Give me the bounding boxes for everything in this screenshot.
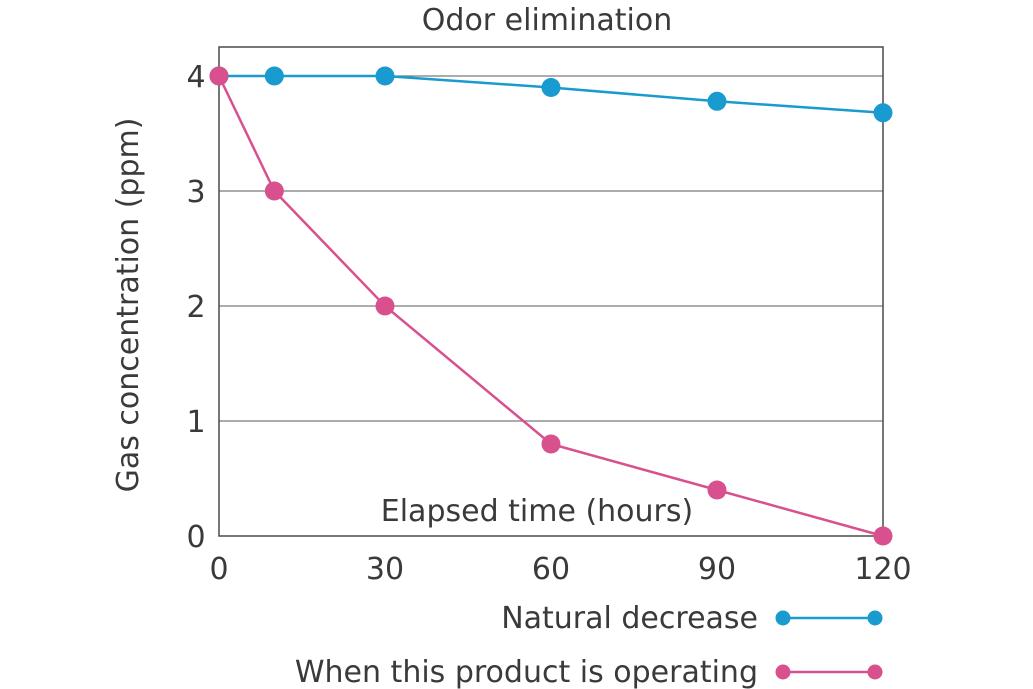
series-line-2	[217, 75, 884, 538]
x-tick-label-30: 30	[366, 552, 404, 587]
y-tick-label-2: 2	[186, 290, 205, 325]
x-tick-label-120: 120	[854, 552, 911, 587]
series-2-point-1	[264, 181, 284, 201]
series-1-point-3	[541, 78, 561, 97]
legend-marker-start-1	[775, 610, 791, 626]
y-tick-label-1: 1	[186, 405, 205, 440]
series-2-point-2	[375, 296, 395, 316]
series-2-point-3	[541, 434, 561, 454]
series-1-point-4	[707, 91, 727, 111]
legend-marker-end-2	[867, 664, 883, 680]
grid-lines	[219, 75, 883, 422]
series-2-point-0	[209, 66, 229, 86]
x-tick-label-0: 0	[209, 552, 228, 587]
plot-frame	[218, 46, 884, 537]
x-tick-labels: 0 30 60 90 120	[209, 552, 911, 587]
series-layer	[209, 66, 893, 546]
y-tick-label-0: 0	[186, 520, 205, 555]
legend-marker-end-1	[867, 610, 883, 626]
series-2-point-5	[873, 526, 893, 546]
legend-label-2: When this product is operating	[295, 655, 758, 689]
y-tick-label-4: 4	[186, 60, 205, 95]
series-2-point-4	[707, 480, 727, 500]
legend: Natural decrease When this product is ope…	[295, 601, 883, 689]
series-1-point-2	[375, 66, 395, 86]
x-axis-label: Elapsed time (hours)	[381, 494, 693, 529]
y-tick-label-3: 3	[186, 175, 205, 210]
legend-label-1: Natural decrease	[501, 601, 758, 636]
y-axis-label: Gas concentration (ppm)	[111, 118, 146, 493]
legend-marker-start-2	[775, 664, 791, 680]
y-tick-labels: 0 1 2 3 4	[186, 60, 205, 555]
series-1-point-5	[873, 103, 893, 123]
series-1-point-1	[264, 66, 284, 86]
x-tick-label-60: 60	[532, 552, 570, 587]
x-tick-label-90: 90	[698, 552, 736, 587]
chart-title: Odor elimination	[422, 3, 672, 38]
